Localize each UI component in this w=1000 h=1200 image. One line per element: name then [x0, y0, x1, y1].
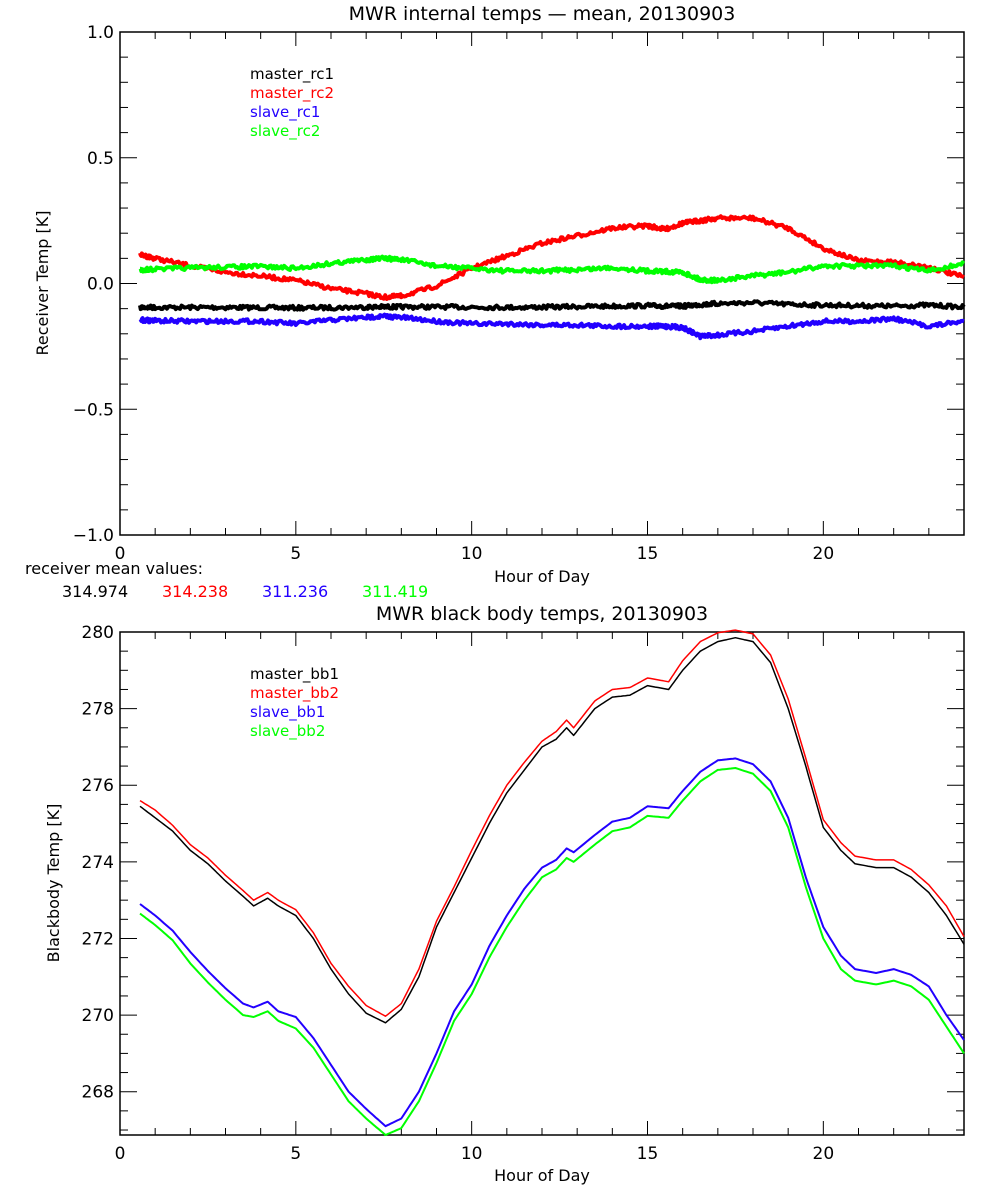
series-line-slave-rc1 [138, 312, 965, 341]
legend-slave-bb2: slave_bb2 [250, 722, 325, 741]
series-line-slave-rc2 [138, 254, 966, 285]
y-tick-label: 268 [82, 1083, 114, 1103]
x-tick-label: 5 [290, 544, 301, 564]
y-tick-label: 272 [82, 929, 114, 949]
y-tick-label: 1.0 [87, 23, 114, 43]
legend-slave-rc1: slave_rc1 [250, 103, 320, 122]
axis-ticks [119, 31, 965, 536]
receiver-temps-chart: MWR internal temps — mean, 20130903 0 5 10… [25, 3, 966, 601]
chart-title: MWR black body temps, 20130903 [376, 603, 708, 625]
y-tick-label: 0.0 [87, 275, 114, 295]
y-tick-label: 278 [82, 700, 114, 720]
y-tick-label: 0.5 [87, 149, 114, 169]
series-group [139, 629, 965, 1136]
x-tick-label: 0 [115, 1144, 126, 1164]
y-tick-label: 276 [82, 776, 114, 796]
legend-slave-bb1: slave_bb1 [250, 703, 325, 722]
receiver-mean-annotation: receiver mean values: 314.974 314.238 31… [25, 559, 428, 601]
series-line-slave-bb2 [139, 767, 965, 1136]
y-tick-label: −0.5 [73, 400, 114, 420]
blackbody-temps-chart: MWR black body temps, 20130903 0 5 10 15 20 2… [44, 603, 965, 1185]
tick-labels: 0 5 10 15 20 −1.0 −0.5 0.0 0.5 1.0 [73, 23, 834, 564]
y-axis-label: Blackbody Temp [K] [44, 804, 63, 963]
y-axis-label: Receiver Temp [K] [33, 210, 52, 355]
y-tick-label: 270 [82, 1006, 114, 1026]
series-line-master-rc1 [138, 299, 966, 312]
series-line-slave-bb1 [139, 757, 965, 1128]
legend: master_bb1 master_bb2 slave_bb1 slave_bb… [250, 665, 339, 741]
receiver-mean-value-4: 311.419 [362, 582, 428, 601]
y-tick-label: 274 [82, 853, 114, 873]
y-tick-label: −1.0 [73, 526, 114, 546]
y-tick-label: 280 [82, 623, 114, 643]
legend-master-bb1: master_bb1 [250, 665, 339, 684]
x-tick-label: 0 [115, 544, 126, 564]
series-line-master-bb2 [139, 629, 965, 1017]
receiver-mean-label: receiver mean values: [25, 559, 203, 578]
receiver-mean-value-3: 311.236 [262, 582, 328, 601]
chart-title: MWR internal temps — mean, 20130903 [349, 3, 736, 25]
tick-labels: 0 5 10 15 20 268 270 272 274 276 278 280 [82, 623, 835, 1164]
x-tick-label: 10 [461, 544, 483, 564]
legend-master-bb2: master_bb2 [250, 684, 339, 703]
receiver-mean-value-2: 314.238 [162, 582, 228, 601]
series-line-master-bb1 [139, 636, 965, 1024]
receiver-mean-value-1: 314.974 [62, 582, 128, 601]
series-line-master-rc2 [138, 214, 965, 301]
series-group [138, 214, 966, 341]
x-tick-label: 15 [637, 1144, 659, 1164]
legend: master_rc1 master_rc2 slave_rc1 slave_rc… [250, 65, 334, 141]
legend-master-rc1: master_rc1 [250, 65, 334, 84]
x-tick-label: 20 [813, 1144, 835, 1164]
x-tick-label: 5 [290, 1144, 301, 1164]
x-axis-label: Hour of Day [494, 1166, 590, 1185]
x-tick-label: 15 [637, 544, 659, 564]
axis-ticks [119, 631, 965, 1135]
x-axis-label: Hour of Day [494, 567, 590, 586]
x-tick-label: 10 [461, 1144, 483, 1164]
legend-slave-rc2: slave_rc2 [250, 122, 320, 141]
legend-master-rc2: master_rc2 [250, 84, 334, 103]
plot-frame [119, 631, 965, 1136]
x-tick-label: 20 [813, 544, 835, 564]
plot-frame [119, 31, 965, 536]
